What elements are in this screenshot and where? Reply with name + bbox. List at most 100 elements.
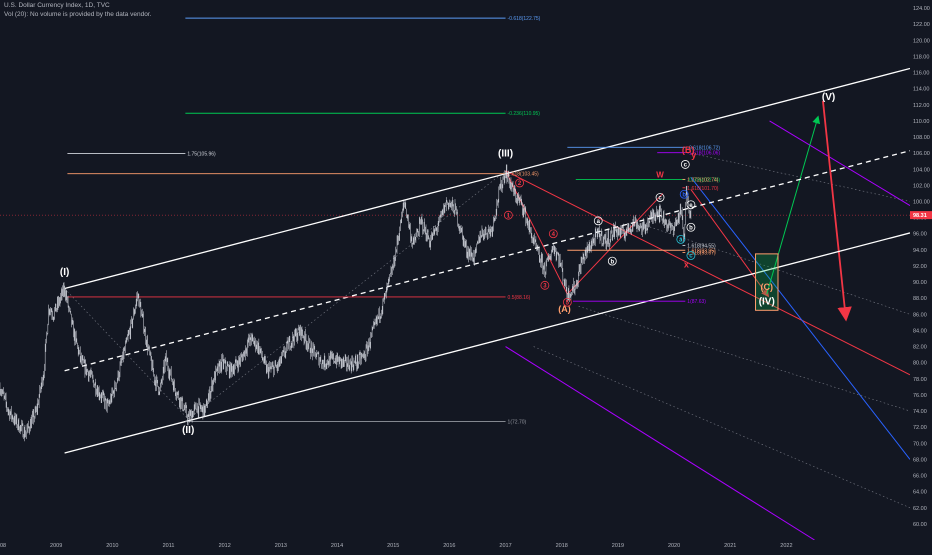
x-tick-label: 2012 (219, 543, 231, 549)
mid-channel-line (64, 150, 910, 372)
x-tick-label: 2018 (556, 543, 568, 549)
y-tick-label: 124.00 (913, 6, 930, 12)
circled-marker (540, 280, 550, 290)
y-tick-label: 100.00 (913, 199, 930, 205)
x-axis-bg (0, 540, 932, 550)
wave-label: (B) (682, 145, 695, 155)
fib-level-label: 1.618(103.45) (508, 172, 539, 178)
fib-level-label: 1(87.63) (687, 299, 706, 305)
y-tick-label: 60.00 (913, 522, 927, 528)
trend-line-pitchfork-grey-2 (533, 346, 910, 509)
trend-line-i-to-ii (64, 288, 189, 420)
circled-marker (562, 297, 572, 307)
y-tick-label: 82.00 (913, 345, 927, 351)
circled-marker (548, 229, 558, 239)
x-tick-label: 2011 (163, 543, 175, 549)
current-price-label: 98.31 (913, 213, 927, 219)
trend-lines (64, 100, 910, 540)
circled-label: b (610, 259, 614, 265)
y-tick-label: 118.00 (913, 54, 929, 60)
x-tick-label: 2013 (275, 543, 287, 549)
fib-level-label: -0.236(102.74) (687, 177, 720, 183)
y-tick-label: 94.00 (913, 248, 927, 254)
candles (0, 164, 692, 442)
x-tick-label: 2020 (668, 543, 680, 549)
circled-marker (680, 160, 690, 169)
circled-marker (503, 210, 513, 220)
circled-label: a (679, 238, 683, 244)
y-axis-bg (910, 0, 932, 550)
y-tick-label: 64.00 (913, 490, 927, 496)
y-tick-label: 70.00 (913, 441, 927, 447)
x-tick-label: 2009 (50, 543, 62, 549)
wave-label: W (656, 170, 664, 179)
y-tick-label: 76.00 (913, 393, 927, 399)
fib-level-label: -0.618(106.72) (687, 145, 720, 151)
fib-level-label: -1.618(106.06) (687, 151, 720, 157)
fib-level-label: 1.618(94.55) (687, 243, 716, 249)
upper-channel-line (64, 67, 910, 290)
trend-line-pitchfork-purple-lower (505, 346, 815, 540)
x-tick-label: 2022 (780, 543, 792, 549)
y-tick-label: 110.00 (913, 119, 929, 125)
y-tick-label: 80.00 (913, 361, 927, 367)
y-tick-label: 114.00 (913, 87, 929, 93)
lower-channel-line (64, 232, 910, 454)
trend-line-final-drop (822, 100, 852, 322)
circled-label: c (684, 163, 688, 169)
wave-label: (II) (182, 425, 194, 436)
x-tick-label: 2016 (443, 543, 455, 549)
y-tick-label: 96.00 (913, 232, 927, 238)
circled-label: b (682, 192, 686, 198)
wave-label: x (684, 260, 689, 270)
circled-label: 4 (552, 232, 556, 238)
circled-marker (593, 216, 603, 226)
trend-line-pitchfork-purple-upper (769, 120, 910, 206)
circled-label: b (689, 225, 693, 231)
fib-level-label: 1.618(93.67) (687, 251, 716, 257)
trend-line-ii-to-iii (187, 170, 506, 420)
wave-label: y (691, 150, 696, 160)
trend-line-wave-v-projection (766, 115, 821, 295)
fib-level-label: 1(72.70) (508, 420, 527, 426)
fib-level-label: 0.5(88.16) (508, 295, 531, 301)
circled-marker (515, 178, 524, 188)
y-tick-label: 104.00 (913, 167, 930, 173)
y-tick-label: 62.00 (913, 506, 927, 512)
wave-label: (III) (498, 148, 513, 159)
y-tick-label: 88.00 (913, 296, 927, 302)
trend-line-wave-c-projection (690, 189, 770, 298)
circled-marker (686, 251, 696, 260)
x-tick-label: 2017 (499, 543, 511, 549)
wave-label: (IV) (759, 297, 775, 308)
circled-label: c (689, 254, 693, 260)
y-tick-label: 74.00 (913, 409, 927, 415)
x-tick-label: 2021 (724, 543, 736, 549)
wave-label: (C) (761, 282, 774, 292)
plot-area: -0.618(122.75) -0.236(110.95) 1.75(105.96)… (0, 16, 910, 540)
y-tick-label: 68.00 (913, 457, 927, 463)
trend-line-wave-b-red-2 (566, 193, 664, 295)
y-tick-label: 78.00 (913, 377, 927, 383)
circled-label: 1 (507, 213, 511, 219)
circled-marker (607, 256, 617, 266)
circled-label: a (597, 219, 601, 225)
y-tick-label: 102.00 (913, 183, 930, 189)
fib-level-label: -0.618(122.75) (508, 16, 541, 22)
y-tick-label: 112.00 (913, 103, 929, 109)
circled-label: 3 (543, 284, 547, 290)
wave-label: (I) (60, 267, 69, 278)
channel-lines (64, 67, 910, 454)
y-tick-label: 72.00 (913, 425, 927, 431)
x-tick-label: 2015 (387, 543, 399, 549)
y-tick-label: 90.00 (913, 280, 927, 286)
wave-label: (A) (558, 304, 571, 314)
target-box-group (755, 253, 779, 311)
y-axis: 60.00 62.00 64.00 66.00 68.00 70.00 72.00 74.00… (910, 0, 932, 550)
x-tick-label: 2008 (0, 543, 6, 549)
circled-label: e (689, 203, 693, 209)
y-tick-label: 108.00 (913, 135, 930, 141)
y-tick-label: 92.00 (913, 264, 927, 270)
